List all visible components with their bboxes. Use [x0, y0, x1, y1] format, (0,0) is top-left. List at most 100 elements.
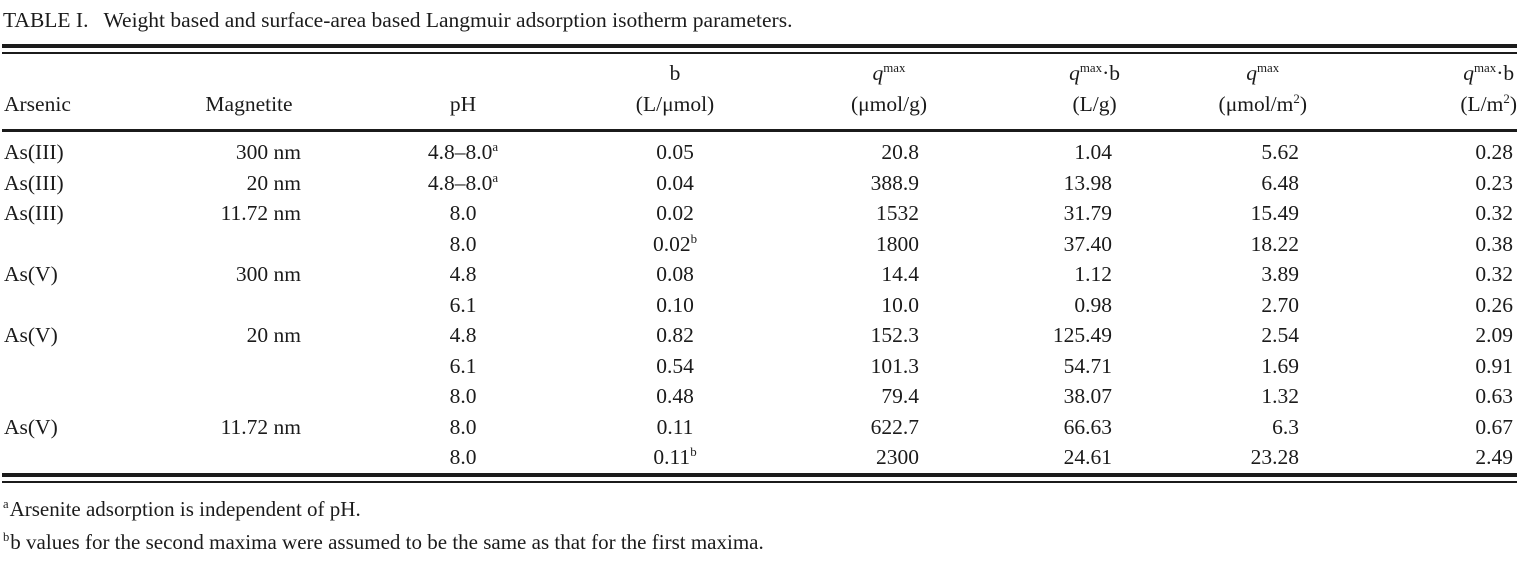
cell-magnetite — [177, 442, 321, 473]
cell-qmaxb-m2: 0.63 — [1475, 384, 1513, 408]
cell-arsenic: As(III) — [4, 140, 64, 164]
b-value: 0.11 — [656, 414, 694, 439]
cell-magnetite: 300 nm — [235, 140, 301, 164]
cell-b: 0.08 — [605, 259, 745, 290]
header-qmaxb-g-block: qmax·b (L/g) — [1069, 58, 1120, 120]
cell-qmaxb-g: 0.98 — [1074, 292, 1112, 317]
cell-ph: 6.1 — [321, 290, 605, 321]
cell-qmaxb-m2: 0.23 — [1475, 170, 1513, 195]
cell-qmax-g: 1532 — [876, 201, 919, 225]
header-row: Arsenic Magnetite pH b (L/μmol) qmax — [2, 54, 1517, 132]
cell-qmaxb-m2: 0.28 — [1475, 140, 1513, 164]
ph-footnote-marker: a — [492, 139, 499, 154]
cell-b: 0.82 — [605, 320, 745, 351]
header-arsenic: Arsenic — [2, 54, 177, 132]
cell-arsenic — [2, 442, 177, 473]
cell-qmaxb-g: 54.71 — [1063, 353, 1112, 378]
cell-qmaxb-g: 1.12 — [1074, 262, 1112, 286]
b-footnote-marker: b — [690, 444, 697, 459]
table-row: 8.0 0.48 79.4 38.07 1.32 0.63 — [2, 381, 1517, 412]
header-b-unit: (L/μmol) — [635, 92, 715, 116]
cell-magnetite: 20 nm — [246, 323, 301, 347]
b-value: 0.04 — [656, 170, 694, 195]
ph-footnote-marker: a — [492, 170, 499, 185]
cell-arsenic — [2, 351, 177, 382]
cell-b: 0.54 — [605, 351, 745, 382]
ph-value: 8.0 — [449, 384, 477, 408]
cell-b: 0.11b — [605, 442, 745, 473]
header-qmaxb-m2-block: qmax·b (L/m2) — [1460, 58, 1517, 120]
cell-arsenic: As(V) — [4, 323, 58, 347]
b-value: 0.82 — [656, 323, 694, 347]
bottom-double-rule — [2, 472, 1517, 483]
ph-value: 4.8–8.0 — [427, 170, 493, 195]
header-qmaxb-m2: qmax·b (L/m2) — [1307, 54, 1517, 132]
ph-value: 4.8–8.0 — [427, 140, 493, 164]
cell-ph: 4.8–8.0a — [321, 168, 605, 199]
cell-arsenic: As(V) — [4, 414, 58, 439]
q-symbol: q — [872, 61, 884, 85]
cell-qmaxb-g: 13.98 — [1063, 170, 1112, 195]
cell-qmax-g: 388.9 — [870, 170, 919, 195]
b-value: 0.02 — [656, 201, 694, 225]
cell-magnetite: 11.72 nm — [220, 201, 301, 225]
b-value: 0.05 — [656, 140, 694, 164]
cell-ph: 8.0 — [321, 229, 605, 260]
footnote-a-text: Arsenite adsorption is independent of pH… — [9, 496, 361, 521]
cell-magnetite — [177, 381, 321, 412]
table-row: 8.0 0.11b 2300 24.61 23.28 2.49 — [2, 442, 1517, 473]
q-symbol: q — [1463, 61, 1474, 85]
cell-magnetite: 20 nm — [246, 170, 301, 195]
q-symbol: q — [1069, 61, 1080, 85]
header-qmaxb-g-unit: (L/g) — [1072, 92, 1117, 116]
unit-exponent: 2 — [1503, 91, 1510, 106]
isotherm-parameters-table: Arsenic Magnetite pH b (L/μmol) qmax — [2, 54, 1517, 473]
table-header: Arsenic Magnetite pH b (L/μmol) qmax — [2, 54, 1517, 132]
unit-text: ) — [1299, 92, 1307, 116]
cell-qmaxb-m2: 0.67 — [1475, 414, 1513, 439]
cell-magnetite: 300 nm — [235, 262, 301, 286]
table-caption-text: Weight based and surface-area based Lang… — [103, 8, 793, 32]
cell-qmaxb-m2: 0.91 — [1475, 353, 1513, 378]
cell-ph: 4.8–8.0a — [321, 131, 605, 168]
header-magnetite-label: Magnetite — [205, 92, 293, 116]
header-qmaxb-g: qmax·b (L/g) — [927, 54, 1120, 132]
header-qmax-g-unit: (μmol/g) — [850, 92, 927, 116]
cell-magnetite — [177, 229, 321, 260]
table-body: As(III) 300 nm 4.8–8.0a 0.05 20.8 1.04 5… — [2, 131, 1517, 473]
cell-qmaxb-g: 66.63 — [1063, 414, 1112, 439]
table-row: 8.0 0.02b 1800 37.40 18.22 0.38 — [2, 229, 1517, 260]
cell-arsenic: As(V) — [4, 262, 58, 286]
cell-b: 0.02b — [605, 229, 745, 260]
cell-arsenic: As(III) — [4, 170, 64, 195]
cell-qmaxb-m2: 0.26 — [1475, 292, 1513, 317]
max-superscript: max — [1474, 60, 1497, 75]
cell-b: 0.05 — [605, 131, 745, 168]
b-value: 0.54 — [656, 353, 694, 378]
b-value: 0.02 — [652, 231, 691, 256]
header-arsenic-label: Arsenic — [4, 92, 71, 116]
footnotes: aArsenite adsorption is independent of p… — [2, 493, 1517, 559]
cell-qmaxb-g: 31.79 — [1063, 201, 1112, 225]
cell-b: 0.11 — [605, 412, 745, 443]
ph-value: 4.8 — [449, 262, 477, 286]
dot-b-suffix: ·b — [1496, 61, 1515, 85]
cell-qmax-m2: 2.70 — [1261, 292, 1299, 317]
footnote-b: bb values for the second maxima were ass… — [3, 526, 1517, 559]
cell-arsenic — [2, 229, 177, 260]
header-qmax-g-block: qmax (μmol/g) — [851, 58, 927, 120]
cell-ph: 4.8 — [321, 259, 605, 290]
ph-value: 6.1 — [449, 353, 477, 378]
cell-b: 0.04 — [605, 168, 745, 199]
cell-qmaxb-g: 24.61 — [1063, 445, 1112, 469]
cell-b: 0.02 — [605, 198, 745, 229]
table-row: As(V) 300 nm 4.8 0.08 14.4 1.12 3.89 0.3… — [2, 259, 1517, 290]
table-caption: TABLE I. Weight based and surface-area ba… — [3, 8, 1517, 33]
ph-value: 8.0 — [449, 201, 477, 225]
header-qmax-g: qmax (μmol/g) — [745, 54, 927, 132]
b-value: 0.10 — [656, 292, 694, 317]
cell-qmax-m2: 6.48 — [1261, 170, 1299, 195]
cell-qmax-g: 10.0 — [881, 292, 919, 317]
table-row: As(III) 11.72 nm 8.0 0.02 1532 31.79 15.… — [2, 198, 1517, 229]
table-caption-label: TABLE I. — [3, 8, 89, 32]
